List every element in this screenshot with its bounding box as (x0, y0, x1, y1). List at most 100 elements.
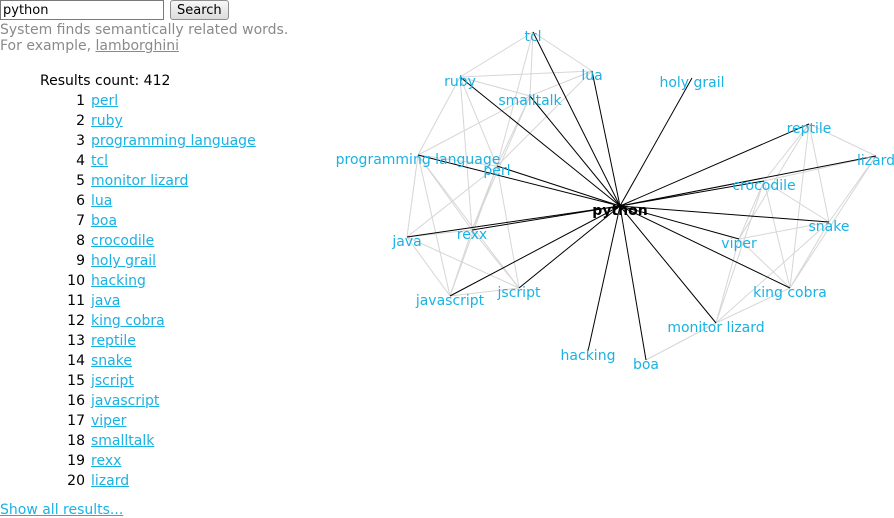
list-item: 1 perl (40, 92, 256, 112)
graph-node-jscript[interactable]: jscript (497, 285, 541, 301)
result-link[interactable]: smalltalk (91, 433, 155, 449)
list-item: 14 snake (40, 352, 256, 372)
result-link[interactable]: boa (91, 213, 118, 229)
list-item: 15 jscript (40, 372, 256, 392)
graph-node-boa[interactable]: boa (633, 357, 659, 373)
result-link[interactable]: crocodile (91, 233, 155, 249)
graph-node-javascript[interactable]: javascript (415, 293, 485, 309)
edge-crocodile-viper (738, 180, 765, 240)
graph-node-programming-language[interactable]: programming language (336, 152, 501, 168)
edge-snake-viper (738, 221, 830, 240)
edge-python-javascript (449, 205, 621, 297)
edge-python-jscript (518, 205, 621, 289)
hint-text: System finds semantically related words.… (0, 22, 288, 54)
edge-ruby-lua (459, 70, 593, 78)
graph-node-viper[interactable]: viper (721, 236, 757, 252)
result-rank: 13 (67, 333, 85, 349)
result-link[interactable]: reptile (91, 333, 136, 349)
edge-java-jscript (406, 236, 520, 289)
result-link[interactable]: tcl (91, 153, 109, 169)
result-rank: 17 (67, 413, 85, 429)
graph-node-crocodile[interactable]: crocodile (732, 178, 795, 194)
result-link[interactable]: holy grail (91, 253, 157, 269)
graph-node-snake[interactable]: snake (809, 219, 850, 235)
result-link[interactable]: hacking (91, 273, 146, 289)
edge-lua-perl (496, 70, 593, 167)
graph-node-monitor-lizard[interactable]: monitor lizard (667, 320, 764, 336)
edge-viper-king-cobra (738, 238, 791, 289)
result-link[interactable]: perl (91, 93, 119, 109)
result-link[interactable]: viper (91, 413, 127, 429)
edge-python-perl (496, 165, 621, 207)
edge-programming-language-java (406, 154, 419, 238)
list-item: 3 programming language (40, 132, 256, 152)
graph-node-ruby[interactable]: ruby (444, 74, 476, 90)
list-item: 9 holy grail (40, 252, 256, 272)
result-rank: 2 (76, 113, 85, 129)
edge-python-viper (619, 205, 740, 240)
edge-python-lua (591, 70, 621, 207)
result-rank: 10 (67, 273, 85, 289)
node-labels: tcl lua ruby smalltalk holy grail reptile prog… (336, 29, 894, 373)
result-rank: 6 (76, 193, 85, 209)
edge-perl-jscript (496, 165, 520, 289)
result-link[interactable]: javascript (91, 393, 160, 409)
result-rank: 16 (67, 393, 85, 409)
graph-node-reptile[interactable]: reptile (787, 121, 832, 137)
example-prefix: For example, (0, 38, 96, 54)
result-link[interactable]: snake (91, 353, 132, 369)
graph-node-perl[interactable]: perl (483, 163, 510, 179)
graph-node-holy-grail[interactable]: holy grail (659, 75, 724, 91)
graph-node-tcl[interactable]: tcl (524, 29, 541, 45)
edge-python-king-cobra (619, 205, 791, 289)
example-link[interactable]: lamborghini (95, 38, 179, 54)
list-item: 16 javascript (40, 392, 256, 412)
graph-node-king-cobra[interactable]: king cobra (753, 285, 827, 301)
edge-viper-monitor-lizard (715, 238, 740, 324)
graph-node-smalltalk[interactable]: smalltalk (498, 93, 562, 109)
edge-ruby-perl (459, 76, 498, 167)
graph-node-rexx[interactable]: rexx (457, 227, 487, 243)
result-link[interactable]: king cobra (91, 313, 165, 329)
hint-line: System finds semantically related words. (0, 22, 289, 38)
result-link[interactable]: rexx (91, 453, 122, 469)
edge-lizard-crocodile (763, 155, 877, 182)
list-item: 5 monitor lizard (40, 172, 256, 192)
show-all-results-link[interactable]: Show all results... (0, 502, 124, 518)
result-link[interactable]: lizard (91, 473, 130, 489)
list-item: 7 boa (40, 212, 256, 232)
result-rank: 11 (67, 293, 85, 309)
graph-node-java[interactable]: java (391, 234, 421, 250)
edge-reptile-king-cobra (789, 123, 810, 289)
edge-snake-monitor-lizard (715, 221, 830, 324)
result-link[interactable]: programming language (91, 133, 256, 149)
list-item: 6 lua (40, 192, 256, 212)
result-rank: 19 (67, 453, 85, 469)
result-link[interactable]: jscript (91, 373, 134, 389)
edge-programming-language-javascript (417, 154, 451, 297)
results-count: Results count: 412 (40, 73, 171, 89)
center-edges (406, 31, 877, 361)
result-link[interactable]: ruby (91, 113, 123, 129)
edge-python-java (406, 205, 621, 238)
edge-python-reptile (619, 123, 810, 207)
result-link[interactable]: java (91, 293, 121, 309)
graph-node-lua[interactable]: lua (581, 68, 602, 84)
result-link[interactable]: monitor lizard (91, 173, 189, 189)
result-rank: 5 (76, 173, 85, 189)
graph-node-hacking[interactable]: hacking (561, 348, 616, 364)
edge-perl-javascript (449, 165, 498, 297)
graph-node-lizard[interactable]: lizard (857, 153, 894, 169)
graph-center-node: python (592, 203, 647, 219)
edge-tcl-smalltalk (529, 31, 534, 97)
search-input[interactable] (0, 0, 164, 20)
list-item: 19 rexx (40, 452, 256, 472)
example-line: For example, lamborghini (0, 38, 288, 54)
edge-crocodile-king-cobra (763, 180, 791, 289)
edge-python-ruby (459, 76, 621, 207)
search-button[interactable]: Search (170, 0, 229, 20)
result-link[interactable]: lua (91, 193, 113, 209)
result-rank: 3 (76, 133, 85, 149)
list-item: 2 ruby (40, 112, 256, 132)
